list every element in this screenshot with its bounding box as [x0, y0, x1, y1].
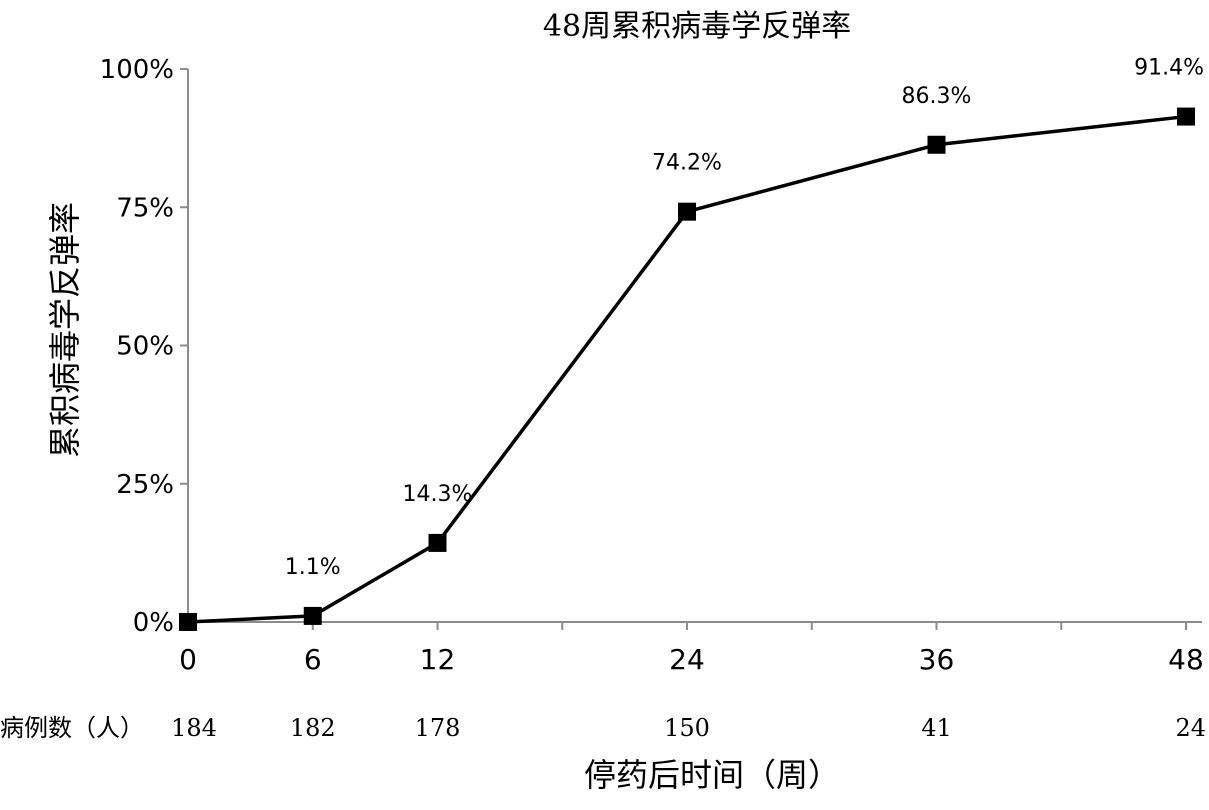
series-line: [179, 107, 1195, 631]
y-tick-label: 50%: [116, 332, 174, 362]
data-point-marker: [179, 613, 197, 631]
cases-value: 182: [290, 714, 336, 742]
data-label: 91.4%: [1134, 56, 1204, 81]
x-tick-label: 24: [669, 643, 705, 676]
y-tick-label: 75%: [116, 193, 174, 223]
y-tick-label: 25%: [116, 470, 174, 500]
x-tick-label: 36: [919, 643, 955, 676]
data-label: 14.3%: [403, 482, 473, 507]
x-tick-label: 6: [304, 643, 322, 676]
cases-row: 病例数（人） 184 182 178 150 41 24: [0, 714, 1206, 742]
data-point-marker: [1177, 107, 1195, 126]
data-label: 74.2%: [652, 151, 722, 176]
cases-value: 184: [171, 714, 217, 742]
series-line-path: [187, 114, 1187, 624]
cases-value: 178: [415, 714, 461, 742]
data-point-marker: [678, 202, 696, 221]
y-ticks: 0% 25% 50% 75% 100%: [100, 55, 188, 638]
data-point-marker: [303, 606, 322, 625]
x-tick-label: 48: [1168, 643, 1204, 676]
data-point-marker: [927, 135, 946, 154]
y-axis-label: 累积病毒学反弹率: [46, 202, 84, 458]
data-labels: 1.1% 14.3% 74.2% 86.3% 91.4%: [285, 56, 1204, 580]
x-tick-label: 12: [420, 643, 456, 676]
chart-title: 48周累积病毒学反弹率: [543, 9, 851, 44]
data-label: 1.1%: [285, 555, 341, 580]
y-tick-label: 0%: [133, 608, 174, 638]
cases-row-label: 病例数（人）: [0, 714, 144, 742]
cases-value: 150: [664, 714, 710, 742]
x-axis-label: 停药后时间（周）: [584, 756, 840, 794]
cases-value: 41: [921, 714, 952, 742]
data-label: 86.3%: [902, 84, 972, 109]
x-ticks: 0 6 12 24 36 48: [179, 622, 1204, 676]
axes: [187, 69, 1202, 628]
y-tick-label: 100%: [100, 55, 174, 85]
x-tick-label: 0: [179, 643, 197, 676]
data-point-marker: [428, 533, 447, 552]
cases-value: 24: [1175, 714, 1206, 742]
